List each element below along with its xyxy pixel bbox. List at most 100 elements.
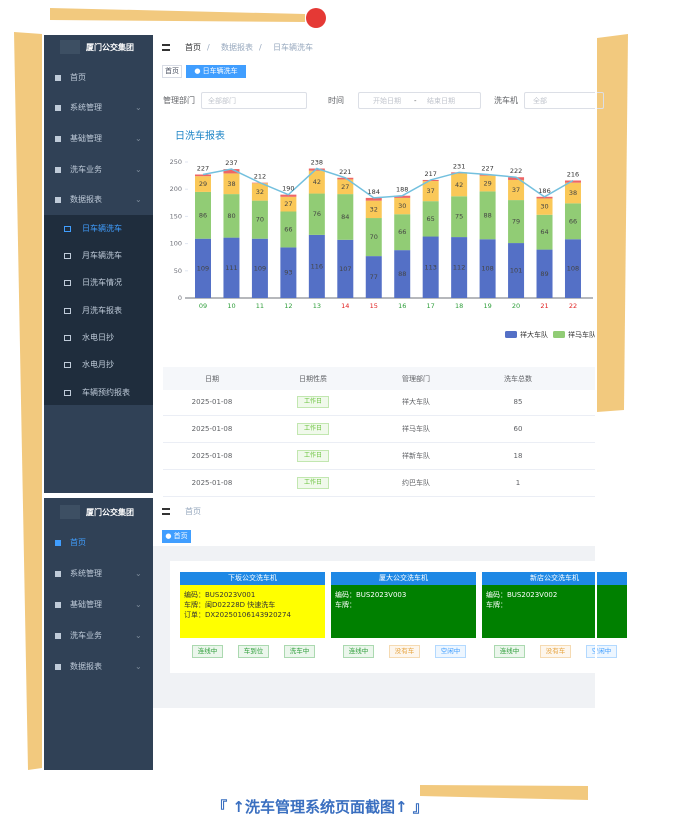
menu-item[interactable]: 基础管理 [70,600,102,609]
select[interactable]: 全部部门 [201,92,307,109]
data-label: 107 [339,265,351,273]
submenu-item[interactable]: 车辆预约报表 [82,388,130,397]
red-dot [306,8,326,28]
bar-segment [564,180,581,183]
breadcrumb[interactable]: 数据报表 [221,43,253,52]
bar-segment [195,191,211,239]
breadcrumb[interactable]: / [207,43,210,52]
bar-segment [195,176,211,192]
tab[interactable]: 首页 [162,65,182,78]
table-header-cell: 洗车总数 [504,375,532,383]
x-tick-label: 12 [284,302,292,310]
menu-item[interactable]: 首页 [70,73,86,82]
legend-label: 祥大车队 [520,330,548,339]
breadcrumb[interactable]: 首页 [185,43,201,52]
x-tick-label: 14 [341,302,349,310]
x-tick-label: 13 [313,302,321,310]
data-label: 80 [227,212,235,220]
bar-segment [337,194,354,240]
data-label: 38 [569,189,577,197]
tab-active[interactable]: ● 日车辆洗车 [186,65,246,78]
bar-segment [508,200,525,244]
menu-item[interactable]: 基础管理 [70,134,102,143]
submenu-item[interactable]: 日车辆洗车 [82,224,122,233]
breadcrumb[interactable]: 首页 [185,507,201,516]
breadcrumb[interactable]: 日车辆洗车 [273,43,313,52]
table-header-cell: 日期 [205,375,219,383]
data-label: 237 [225,159,237,167]
data-label: 108 [481,265,493,273]
submenu-item[interactable]: 水电月抄 [82,360,114,369]
table-cell: 2025-01-08 [191,425,233,433]
menu-item[interactable]: 洗车业务 [70,631,102,640]
data-label: 216 [567,170,579,178]
submenu-item[interactable]: 日洗车情况 [82,278,122,287]
data-label: 231 [453,162,465,170]
data-label: 29 [199,180,207,188]
chevron: ⌄ [135,165,142,174]
placeholder: 结束日期 [427,97,455,105]
x-tick-label: 17 [427,302,435,310]
data-label: 37 [427,187,435,195]
date-range[interactable]: 开始日期 - 结束日期 [358,92,481,109]
data-label: 38 [227,180,235,188]
brand: 厦门公交集团 [86,43,134,52]
brand: 厦门公交集团 [86,508,134,517]
status-chip: 空闲中 [435,645,466,658]
status-chip: 洗车中 [284,645,315,658]
bar-segment [251,200,268,239]
machine-card[interactable]: 厦大公交洗车机 编码：BUS2023V003 车牌： [331,572,476,638]
x-tick-label: 21 [540,302,548,310]
bar-segment [479,191,496,240]
data-label: 108 [567,265,579,273]
bar-segment [508,243,525,298]
menu-item[interactable]: 系统管理 [70,569,102,578]
menu-item[interactable]: 洗车业务 [70,165,102,174]
bar-segment [451,173,468,197]
machine-card[interactable]: 下坂公交洗车机 编码：BUS2023V001 车牌：闽D02228D 快速洗车 订单：… [180,572,325,638]
data-label: 238 [311,159,323,167]
bar-segment [451,237,468,298]
submenu-item[interactable]: 月洗车报表 [82,306,122,315]
tag: 工作日 [297,477,329,489]
data-label: 65 [427,215,435,223]
tab-active[interactable]: ● 首页 [162,530,191,543]
caption: 『 ↑洗车管理系统页面截图↑ 』 [212,798,428,816]
card-header: 下坂公交洗车机 [180,572,325,585]
menu-item[interactable]: 首页 [70,538,86,547]
breadcrumb[interactable]: / [259,43,262,52]
separator: - [414,97,417,105]
table-cell: 2025-01-08 [191,479,233,487]
legend-swatch [553,331,565,338]
data-label: 75 [455,213,463,221]
clip [595,0,675,838]
bar-segment [337,239,354,298]
menu-item[interactable]: 数据报表 [70,195,102,204]
menu-item[interactable]: 数据报表 [70,662,102,671]
menu-item[interactable]: 系统管理 [70,103,102,112]
bar-segment [223,194,240,238]
y-tick-label: 0 [178,294,182,302]
bar-segment [280,247,297,298]
data-label: 64 [540,228,548,236]
select[interactable]: 全部 [524,92,604,109]
bar-segment [394,197,411,215]
row-line [163,469,595,470]
row-line [163,415,595,416]
x-tick-label: 16 [398,302,406,310]
bar-segment [308,168,325,171]
chevron: ⌄ [135,600,142,609]
status-chip: 车到位 [238,645,269,658]
card-line: 车牌： [486,601,507,609]
gold-strip [597,34,628,412]
data-label: 70 [370,233,378,241]
table-cell: 2025-01-08 [191,452,233,460]
machine-card[interactable]: 新店公交洗车机 编码：BUS2023V002 车牌： [482,572,627,638]
card-header: 厦大公交洗车机 [331,572,476,585]
data-label: 66 [398,228,406,236]
submenu-item[interactable]: 水电日抄 [82,333,114,342]
menu-icon [55,105,61,111]
gold-strip [420,785,588,800]
submenu-item[interactable]: 月车辆洗车 [82,251,122,260]
